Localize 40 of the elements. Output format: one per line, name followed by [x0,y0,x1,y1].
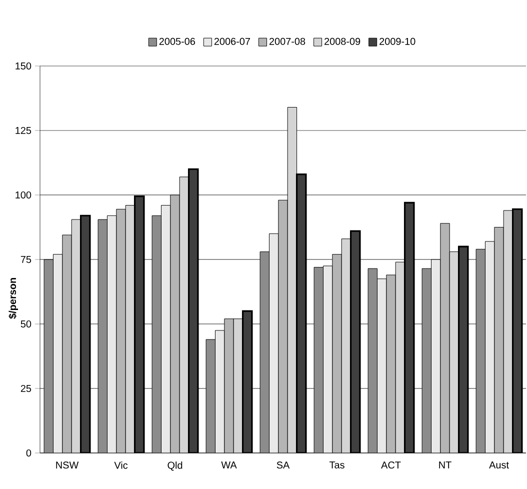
y-tick-label: 50 [20,320,32,328]
y-tick-label: 0 [26,449,32,457]
bar [107,216,116,453]
bar [269,234,278,453]
bar [215,330,224,453]
bar [161,205,170,453]
y-tick-label: 75 [20,256,32,263]
bar [98,219,108,453]
bar [314,267,324,453]
bar [476,248,486,453]
x-tick-label: Vic [114,462,128,469]
legend-label: 2006-07 [214,38,250,45]
y-tick-label: 125 [16,126,32,134]
x-tick-label: ACT [381,462,401,469]
x-tick-label: Qld [168,462,182,471]
y-tick-label: 100 [16,191,32,199]
legend-label: 2008-09 [324,38,360,45]
x-tick-label: SA [276,462,290,469]
bar [377,278,386,453]
legend-label: 2005-06 [159,38,196,45]
y-tick-label: 25 [20,384,32,392]
bar [323,266,332,453]
y-axis-title: $/person [8,278,18,319]
bar [422,268,432,453]
y-tick-label: 150 [16,62,32,70]
bar [260,252,270,453]
x-tick-label: NT [439,462,452,468]
legend-label: 2007-08 [269,38,306,45]
bar [431,259,440,453]
bar [44,259,54,453]
bar [206,339,216,453]
bar [368,268,378,453]
bar [484,241,495,453]
x-tick-label: NSW [56,462,79,469]
x-tick-label: Tas [329,462,344,468]
bar [53,254,62,453]
x-tick-label: Aust [489,462,509,468]
x-tick-label: WA [221,462,237,468]
bar [152,216,162,453]
legend-label: 2009-10 [380,38,416,45]
